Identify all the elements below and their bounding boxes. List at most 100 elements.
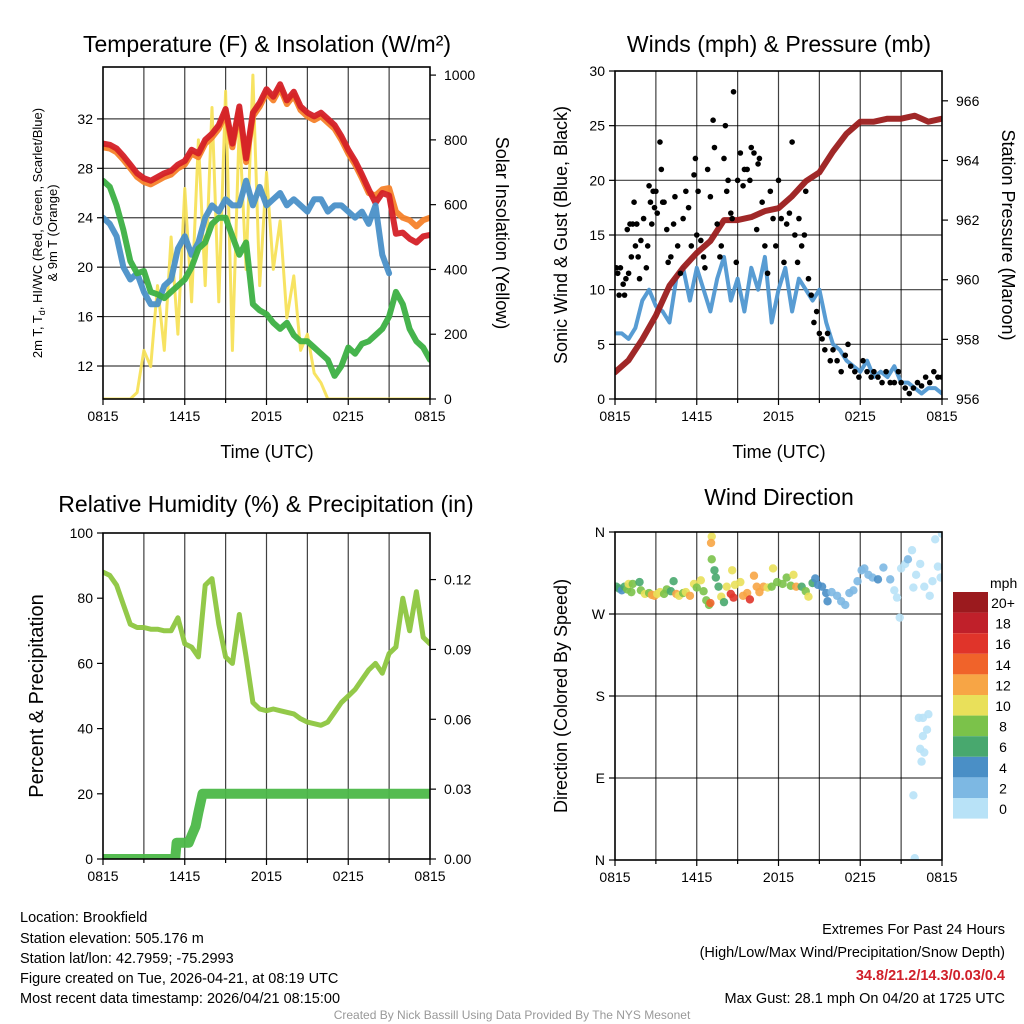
gust-point — [740, 183, 746, 189]
wind-direction-point — [710, 566, 719, 575]
temperature-panel: 0815 1415 2015 0215 0815 12 16 20 24 28 32 0 200 400 6… — [77, 66, 475, 424]
legend-swatch — [953, 756, 988, 778]
y2-tick-label: 400 — [444, 261, 468, 277]
gust-point — [617, 265, 624, 271]
y2-tick-label: 1000 — [444, 67, 475, 83]
x-tick-label: 0815 — [414, 408, 445, 424]
gust-point — [860, 357, 866, 364]
gust-point — [744, 166, 750, 173]
gust-point — [856, 374, 862, 380]
gust-point — [864, 368, 870, 375]
series-line-precipitation — [103, 788, 430, 859]
gust-point — [802, 188, 809, 195]
gust-point — [702, 265, 708, 271]
gust-point — [710, 117, 716, 123]
wind-direction-point — [873, 575, 883, 584]
y-tick-label: 12 — [77, 358, 93, 374]
gust-point — [918, 383, 925, 389]
gust-point — [636, 275, 643, 282]
y-tick-label: S — [596, 688, 605, 704]
gust-point — [621, 292, 628, 298]
station-latlon: Station lat/lon: 42.7959; -75.2993 — [20, 951, 234, 967]
series-group — [615, 88, 942, 397]
legend-swatch — [953, 612, 988, 634]
wind-direction-point — [903, 555, 913, 564]
gust-point — [628, 254, 635, 260]
wind-direction-point — [886, 575, 895, 584]
gust-point — [616, 292, 622, 298]
gust-point — [625, 270, 632, 277]
y-tick-label: W — [592, 606, 606, 622]
x-tick-label: 0815 — [87, 408, 118, 424]
gust-point — [680, 215, 686, 222]
y2-tick-label: 962 — [956, 212, 980, 228]
temperature-y-axis-label-line2: & 9m T (Orange) — [45, 184, 60, 281]
y-label-part: , HI/WC (Red, Green, Scarlet/Blue) — [30, 108, 45, 310]
gust-point — [688, 243, 695, 249]
x-tick-label: 0815 — [926, 869, 957, 885]
gust-point — [723, 188, 730, 195]
y2-tick-label: 956 — [956, 391, 980, 407]
x-tick-label: 0815 — [599, 869, 630, 885]
legend-swatch — [953, 777, 988, 798]
gust-point — [764, 270, 771, 277]
gust-point — [658, 166, 665, 173]
gust-point — [670, 221, 677, 227]
x-tick-label: 1415 — [169, 408, 200, 424]
gust-point — [819, 336, 825, 342]
gust-point — [663, 226, 670, 233]
legend-label: 18 — [995, 616, 1011, 632]
gust-point — [661, 199, 667, 205]
legend-swatch — [953, 798, 988, 819]
wind-direction-point — [714, 582, 723, 591]
y-tick-label: N — [595, 852, 605, 868]
gust-point — [756, 155, 763, 162]
y-tick-label: 100 — [70, 525, 94, 541]
gust-point — [798, 243, 805, 249]
wind-direction-point — [699, 587, 708, 596]
gust-point — [781, 259, 787, 266]
legend-label: 16 — [995, 636, 1011, 652]
y-tick-label: 16 — [77, 309, 93, 325]
gust-point — [811, 319, 817, 326]
temperature-y-axis-label: 2m T, Td, HI/WC (Red, Green, Scarlet/Blu… — [30, 108, 47, 358]
x-tick-label: 2015 — [763, 869, 794, 885]
gust-point — [778, 215, 785, 222]
gust-point — [629, 221, 636, 227]
wind-direction-point — [635, 577, 644, 587]
wind-direction-point — [722, 582, 731, 591]
gust-point — [824, 330, 831, 337]
gust-point — [891, 379, 898, 386]
gust-point — [827, 357, 834, 364]
extremes-fields: (High/Low/Max Wind/Precipitation/Snow De… — [700, 945, 1005, 961]
wind-direction-point — [768, 564, 778, 573]
wind-direction-point — [849, 586, 858, 595]
legend-swatch — [953, 695, 988, 716]
station-elevation: Station elevation: 505.176 m — [20, 931, 204, 947]
gust-point — [624, 226, 631, 233]
gust-point — [728, 210, 734, 216]
gust-point — [883, 368, 889, 375]
gust-point — [845, 341, 851, 348]
gust-point — [674, 243, 681, 249]
gust-point — [631, 199, 637, 205]
gust-point — [665, 259, 671, 266]
gust-point — [691, 172, 697, 178]
y2-tick-label: 800 — [444, 132, 468, 148]
x-tick-label: 0815 — [926, 408, 957, 424]
humidity-y-axis-label: Percent & Precipitation — [26, 594, 48, 797]
gust-point — [887, 379, 894, 386]
gust-point — [868, 374, 874, 380]
gust-point — [808, 292, 814, 298]
gust-point — [668, 254, 674, 260]
wind-direction-point — [853, 577, 862, 586]
y-tick-label: 30 — [589, 63, 605, 79]
gust-point — [847, 363, 854, 370]
gust-point — [657, 139, 663, 145]
gust-point — [730, 88, 737, 95]
wind-direction-point — [804, 592, 813, 601]
y-tick-label: 24 — [77, 210, 93, 226]
gust-point — [623, 275, 629, 282]
gust-point — [898, 379, 904, 386]
gust-point — [935, 374, 941, 380]
